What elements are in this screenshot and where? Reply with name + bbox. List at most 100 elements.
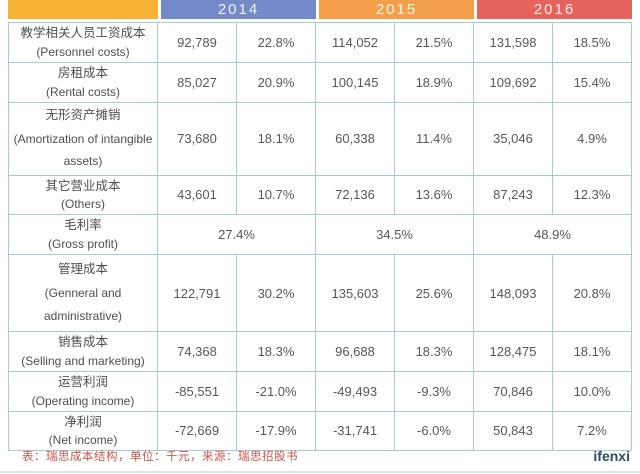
row-label-zh: 销售成本 — [57, 335, 108, 349]
value-cell: 73,680 — [158, 102, 237, 176]
value-cell: 92,789 — [158, 22, 237, 63]
row-label: 毛利率 (Gross profit) — [8, 215, 158, 255]
row-label-zh: 其它营业成本 — [45, 178, 121, 193]
table-row: 其它营业成本 (Others) 43,601 10.7% 72,136 13.6% 87,2… — [8, 175, 632, 216]
table-row: 管理成本 (Genneral and administrative) 122,791… — [8, 255, 632, 332]
row-label-en: (Net income) — [48, 433, 118, 448]
row-label-en: (Rental costs) — [45, 84, 121, 99]
row-label-zh: 运营利润 — [57, 374, 108, 389]
row-label-en: (Gross profit) — [47, 237, 118, 251]
cost-structure-table: 2014 2015 2016 教学相关人员工资成本 (Personnel cost… — [8, 0, 632, 452]
merged-percent-cell: 27.4% — [158, 215, 316, 255]
merged-percent-cell: 48.9% — [474, 215, 632, 255]
row-label: 教学相关人员工资成本 (Personnel costs) — [8, 22, 158, 63]
value-cell: 70,846 — [474, 371, 553, 412]
table-row: 毛利率 (Gross profit) 27.4% 34.5% 48.9% — [8, 215, 632, 255]
table-row: 房租成本 (Rental costs) 85,027 20.9% 100,145 18.9… — [8, 62, 632, 103]
row-label-zh: 管理成本 — [57, 262, 108, 277]
row-label-en: (Selling and marketing) — [21, 353, 145, 368]
row-label-en: (Operating income) — [31, 393, 135, 408]
value-cell: 60,338 — [316, 102, 395, 176]
value-cell: 30.2% — [237, 255, 316, 332]
row-label: 房租成本 (Rental costs) — [8, 62, 158, 103]
value-cell: -6.0% — [395, 411, 474, 452]
row-label-zh: 教学相关人员工资成本 — [20, 26, 146, 40]
value-cell: -9.3% — [395, 371, 474, 412]
table-row: 无形资产摊销 (Amortization of intangible assets… — [8, 102, 632, 176]
value-cell: 10.7% — [237, 175, 316, 216]
row-label-en: (Others) — [60, 197, 105, 212]
year-header-2014: 2014 — [158, 0, 316, 22]
value-cell: 18.5% — [553, 22, 632, 63]
row-label-en: (Genneral and administrative) — [43, 286, 123, 323]
row-label: 净利润 (Net income) — [8, 411, 158, 452]
value-cell: 35,046 — [474, 102, 553, 176]
value-cell: -85,551 — [158, 371, 237, 412]
value-cell: 7.2% — [553, 411, 632, 452]
value-cell: 25.6% — [395, 255, 474, 332]
value-cell: -21.0% — [237, 371, 316, 412]
row-label: 销售成本 (Selling and marketing) — [8, 332, 158, 372]
value-cell: -72,669 — [158, 411, 237, 452]
value-cell: 11.4% — [395, 102, 474, 176]
year-header-2016: 2016 — [474, 0, 632, 22]
header-row: 2014 2015 2016 — [8, 0, 632, 22]
table-row: 教学相关人员工资成本 (Personnel costs) 92,789 22.8% 11… — [8, 22, 632, 63]
value-cell: -17.9% — [237, 411, 316, 452]
table-caption: 表：瑞思成本结构，单位：千元，来源：瑞思招股书 — [22, 451, 298, 463]
value-cell: 128,475 — [474, 332, 553, 372]
row-label: 其它营业成本 (Others) — [8, 175, 158, 216]
value-cell: 12.3% — [553, 175, 632, 216]
row-label-zh: 净利润 — [64, 414, 102, 429]
value-cell: 87,243 — [474, 175, 553, 216]
value-cell: 18.3% — [395, 332, 474, 372]
value-cell: 15.4% — [553, 62, 632, 103]
value-cell: 109,692 — [474, 62, 553, 103]
table-row: 运营利润 (Operating income) -85,551 -21.0% -49,4… — [8, 371, 632, 412]
value-cell: 131,598 — [474, 22, 553, 63]
value-cell: 18.3% — [237, 332, 316, 372]
value-cell: 20.8% — [553, 255, 632, 332]
merged-percent-cell: 34.5% — [316, 215, 474, 255]
row-label-zh: 房租成本 — [57, 65, 108, 80]
row-label-en: (Personnel costs) — [36, 44, 130, 59]
value-cell: 13.6% — [395, 175, 474, 216]
value-cell: 43,601 — [158, 175, 237, 216]
row-label-zh: 无形资产摊销 — [45, 107, 121, 122]
row-label-zh: 毛利率 — [64, 218, 102, 233]
value-cell: 18.9% — [395, 62, 474, 103]
value-cell: 10.0% — [553, 371, 632, 412]
value-cell: -49,493 — [316, 371, 395, 412]
value-cell: 22.8% — [237, 22, 316, 63]
value-cell: 96,688 — [316, 332, 395, 372]
value-cell: 50,843 — [474, 411, 553, 452]
row-label: 管理成本 (Genneral and administrative) — [8, 255, 158, 332]
table-row: 销售成本 (Selling and marketing) 74,368 18.3% 96… — [8, 332, 632, 372]
value-cell: 74,368 — [158, 332, 237, 372]
value-cell: 148,093 — [474, 255, 553, 332]
value-cell: 122,791 — [158, 255, 237, 332]
value-cell: 20.9% — [237, 62, 316, 103]
value-cell: 100,145 — [316, 62, 395, 103]
year-header-2015: 2015 — [316, 0, 474, 22]
ifenxi-logo: ifenxi — [593, 448, 630, 464]
value-cell: 72,136 — [316, 175, 395, 216]
value-cell: 135,603 — [316, 255, 395, 332]
caption-bar: 表：瑞思成本结构，单位：千元，来源：瑞思招股书 ifenxi — [8, 448, 632, 464]
table-row: 净利润 (Net income) -72,669 -17.9% -31,741 -6.0%… — [8, 411, 632, 452]
value-cell: 4.9% — [553, 102, 632, 176]
value-cell: 114,052 — [316, 22, 395, 63]
row-label: 无形资产摊销 (Amortization of intangible assets… — [8, 102, 158, 176]
bottom-divider — [0, 471, 640, 473]
row-label: 运营利润 (Operating income) — [8, 371, 158, 412]
value-cell: 18.1% — [553, 332, 632, 372]
row-label-en: (Amortization of intangible assets) — [13, 131, 153, 169]
value-cell: 18.1% — [237, 102, 316, 176]
value-cell: 21.5% — [395, 22, 474, 63]
table-corner-cell — [8, 0, 158, 22]
table-body: 教学相关人员工资成本 (Personnel costs) 92,789 22.8% 11… — [8, 22, 632, 452]
table-header: 2014 2015 2016 — [8, 0, 632, 22]
cost-structure-table-wrap: 2014 2015 2016 教学相关人员工资成本 (Personnel cost… — [8, 0, 632, 452]
value-cell: 85,027 — [158, 62, 237, 103]
value-cell: -31,741 — [316, 411, 395, 452]
